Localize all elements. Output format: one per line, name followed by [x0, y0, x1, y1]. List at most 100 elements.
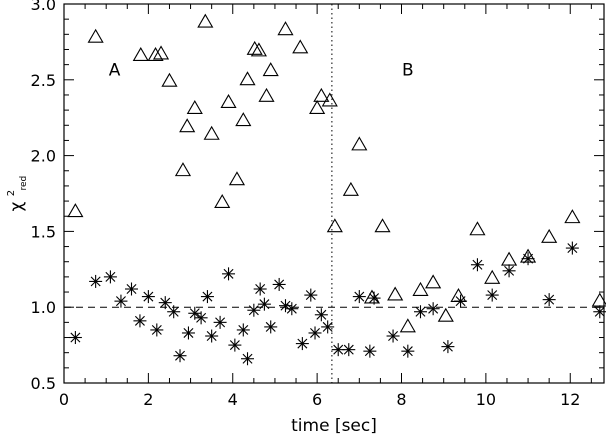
asterisk-point [352, 290, 366, 304]
triangle-point [412, 281, 429, 296]
y-tick-label: 3.0 [31, 0, 56, 14]
y-axis-label-sub: red [19, 176, 29, 191]
asterisk-point [125, 282, 138, 296]
asterisk-point [241, 352, 255, 366]
asterisk-point [314, 308, 328, 322]
y-tick-label: 2.5 [31, 71, 56, 90]
asterisk-point [454, 294, 468, 308]
asterisk-point [386, 329, 400, 343]
asterisk-point [205, 329, 219, 343]
asterisk-point [181, 326, 195, 340]
asterisk-point [247, 303, 261, 317]
x-tick-label: 8 [396, 390, 406, 409]
triangle-point [484, 269, 501, 284]
asterisk-point [367, 291, 381, 305]
asterisk-point [158, 296, 172, 310]
asterisk-point [295, 337, 309, 351]
triangle-point [437, 307, 454, 322]
triangle-point [277, 21, 294, 36]
asterisk-point [213, 315, 227, 329]
asterisk-point [114, 294, 128, 308]
x-tick-label: 4 [228, 390, 238, 409]
y-axis-label: χ 2 red [0, 176, 29, 212]
triangle-point [387, 286, 404, 301]
series-asterisk [68, 241, 606, 366]
asterisk-point [521, 252, 535, 266]
y-tick-label: 1.0 [31, 298, 56, 317]
asterisk-point [441, 340, 455, 354]
triangle-point [374, 218, 391, 233]
x-tick-label: 12 [560, 390, 580, 409]
triangle-point [351, 136, 368, 151]
x-axis-label: time [sec] [291, 416, 377, 436]
triangle-point [132, 46, 149, 61]
triangle-point [250, 42, 267, 57]
triangle-point [186, 100, 203, 115]
asterisk-point [228, 338, 242, 352]
asterisk-point [264, 320, 278, 334]
series-triangle [67, 13, 606, 333]
triangle-point [228, 171, 246, 186]
asterisk-point [68, 331, 82, 345]
triangle-point [258, 87, 275, 102]
annotation-label: B [402, 60, 414, 80]
y-tick-label: 2.0 [31, 147, 56, 166]
triangle-point [174, 162, 192, 177]
x-tick-label: 6 [312, 390, 322, 409]
triangle-point [161, 72, 178, 87]
asterisk-point [304, 288, 318, 302]
asterisk-point [426, 302, 440, 316]
asterisk-point [342, 343, 356, 357]
asterisk-point [194, 311, 208, 325]
asterisk-point [173, 349, 187, 363]
triangle-point [326, 218, 343, 233]
triangle-point [564, 209, 581, 224]
y-axis-label-main: χ [7, 202, 27, 212]
triangle-point [541, 228, 558, 243]
asterisk-point [285, 302, 299, 316]
triangle-point [262, 62, 279, 77]
triangle-point [501, 251, 518, 266]
x-tick-label: 2 [143, 390, 153, 409]
triangle-point [425, 274, 442, 289]
triangle-point [399, 318, 416, 333]
y-axis-label-sup: 2 [6, 190, 17, 196]
triangle-point [309, 100, 326, 115]
triangle-point [179, 118, 196, 133]
triangle-point [87, 28, 104, 43]
triangle-point [342, 181, 359, 196]
asterisk-point [542, 293, 556, 307]
x-tick-label: 0 [59, 390, 69, 409]
asterisk-point [485, 288, 499, 302]
annotation-label: A [109, 60, 121, 80]
asterisk-point [363, 344, 377, 358]
triangle-point [246, 40, 263, 55]
asterisk-point [200, 290, 214, 304]
x-axis: 0 2 4 6 8 10 12 [59, 4, 592, 409]
triangle-point [203, 125, 220, 140]
y-tick-label: 1.5 [31, 222, 56, 241]
triangle-point [239, 71, 256, 86]
asterisk-point [470, 258, 484, 272]
asterisk-point [141, 290, 155, 304]
triangle-point [214, 193, 231, 209]
asterisk-point [222, 267, 236, 281]
triangle-point [197, 13, 214, 28]
reference-lines [64, 4, 604, 383]
plot-frame [63, 3, 605, 384]
y-axis: 0.5 1.0 1.5 2.0 2.5 3.0 [31, 0, 604, 393]
asterisk-point [103, 270, 117, 284]
asterisk-point [308, 326, 322, 340]
triangle-point [152, 45, 170, 60]
x-tick-label: 10 [476, 390, 496, 409]
asterisk-point [565, 241, 579, 255]
y-tick-label: 0.5 [31, 374, 56, 393]
asterisk-point [133, 314, 147, 328]
series-layer [67, 13, 606, 366]
asterisk-point [167, 305, 181, 319]
asterisk-point [413, 305, 427, 319]
asterisk-point [253, 282, 267, 296]
asterisk-point [321, 320, 335, 334]
asterisk-point [401, 344, 415, 358]
